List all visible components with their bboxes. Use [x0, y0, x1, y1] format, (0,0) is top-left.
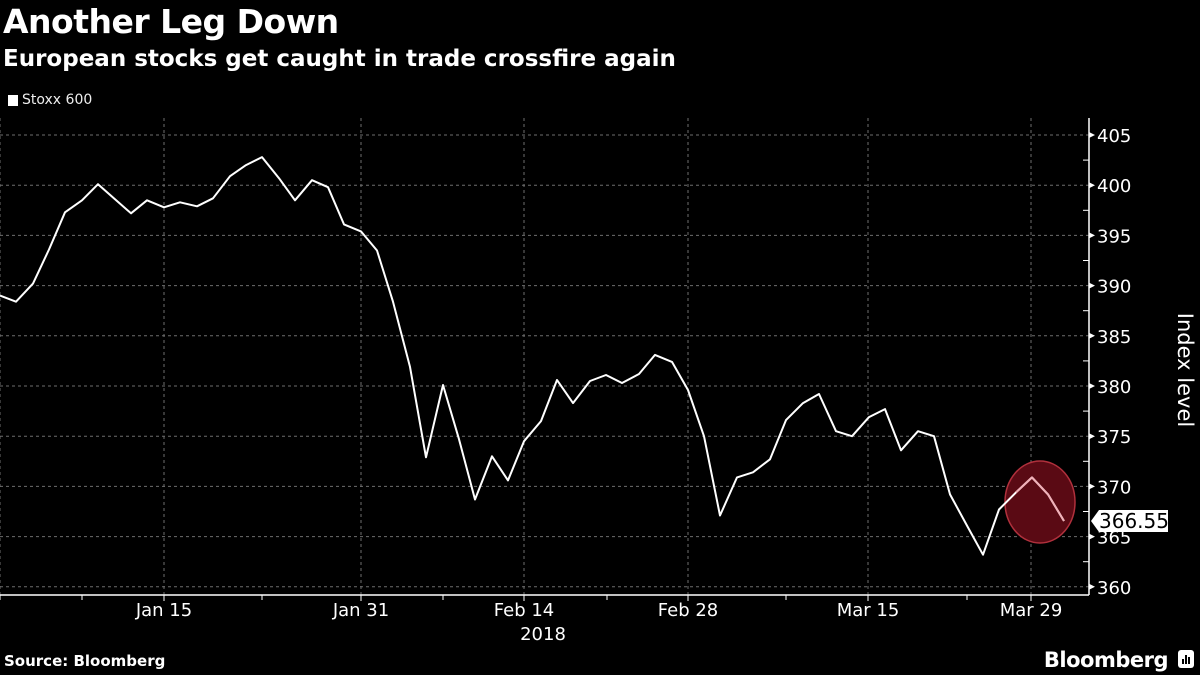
x-tick-label: Feb 28: [658, 600, 719, 621]
axes: [0, 118, 1095, 601]
last-value-text: 366.55: [1099, 509, 1169, 533]
y-tick-label: 395: [1097, 226, 1131, 247]
bloomberg-logo: Bloomberg: [1043, 648, 1169, 672]
last-value-label: 366.55: [1091, 509, 1169, 533]
legend: Stoxx 600: [8, 91, 92, 109]
y-tick-label: 360: [1097, 578, 1131, 599]
chart-subtitle: European stocks get caught in trade cros…: [3, 46, 676, 72]
highlighted-line-segment: [1015, 476, 1065, 522]
x-tick-label: Jan 15: [135, 600, 192, 621]
highlight-circle: [1004, 460, 1076, 544]
x-tick-label: Feb 14: [494, 600, 555, 621]
legend-label: Stoxx 600: [22, 92, 93, 108]
legend-swatch-icon: [8, 94, 18, 106]
x-tick-label: Mar 29: [1000, 600, 1063, 621]
x-tick-label: Mar 15: [837, 600, 900, 621]
y-tick-label: 375: [1097, 427, 1131, 448]
y-tick-label: 365: [1097, 528, 1131, 549]
y-tick-label: 370: [1097, 477, 1131, 498]
chart-title: Another Leg Down: [3, 2, 339, 41]
source-note: Source: Bloomberg: [4, 652, 166, 670]
y-tick-label: 390: [1097, 277, 1131, 298]
y-tick-label: 385: [1097, 327, 1131, 348]
year-label: 2018: [520, 624, 566, 645]
x-axis-labels: Jan 15 Jan 31 Feb 14 Feb 28 Mar 15 Mar 29: [135, 600, 1062, 621]
y-axis-labels: 360 365 370 375 380 385 390 395 400 405: [1097, 126, 1131, 599]
stoxx-600-line: [0, 156, 1065, 556]
y-tick-label: 400: [1097, 176, 1131, 197]
y-tick-label: 405: [1097, 126, 1131, 147]
bloomberg-chart-icon: [1178, 650, 1194, 668]
y-axis-title: Index level: [1173, 313, 1197, 427]
x-tick-label: Jan 31: [332, 600, 389, 621]
gridlines: [0, 118, 1089, 595]
y-tick-label: 380: [1097, 377, 1131, 398]
